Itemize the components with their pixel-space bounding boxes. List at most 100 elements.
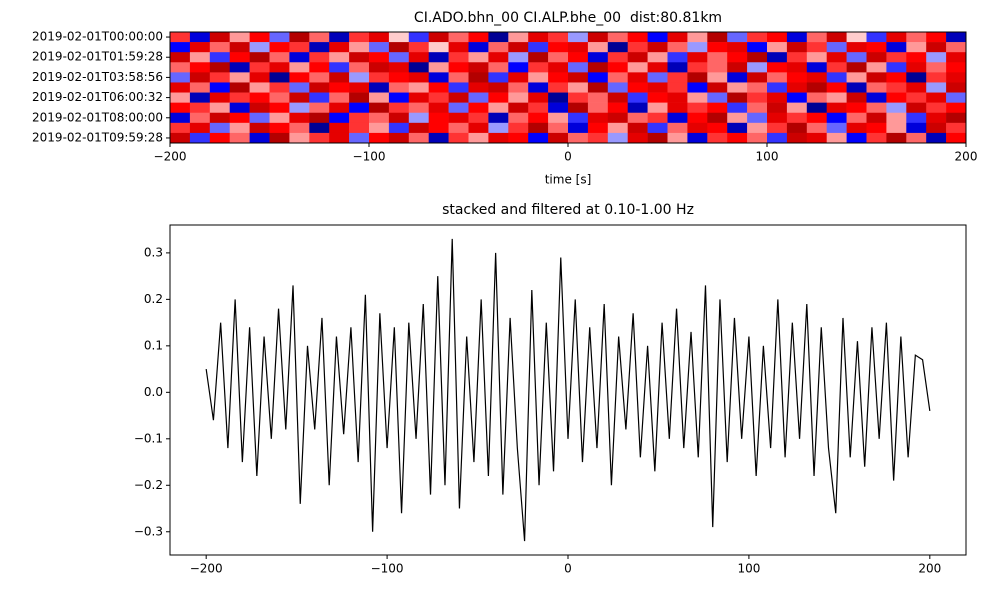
heatmap-cell	[926, 72, 947, 83]
heatmap-cell	[667, 122, 688, 134]
heatmap-cell	[568, 122, 589, 134]
y-tick-label: 2019-02-01T00:00:00	[32, 30, 163, 44]
heatmap-cell	[707, 62, 728, 73]
heatmap-cell	[587, 82, 609, 93]
heatmap-cell	[488, 112, 509, 124]
heatmap-cell	[767, 92, 788, 103]
heatmap-cell	[587, 102, 609, 114]
heatmap-cell	[886, 132, 907, 144]
heatmap-cell	[428, 62, 449, 73]
heatmap-cell	[667, 132, 688, 144]
heatmap-cell	[707, 82, 728, 93]
heatmap-cell	[786, 82, 808, 93]
heatmap-cell	[209, 72, 230, 83]
heatmap-cell	[786, 132, 808, 144]
heatmap-cell	[786, 62, 808, 73]
heatmap-cell	[647, 132, 668, 144]
heatmap-cell	[886, 112, 907, 124]
heatmap-cell	[767, 32, 788, 43]
heatmap-cell	[866, 72, 887, 83]
heatmap-cell	[747, 52, 768, 63]
heatmap-cell	[428, 82, 449, 93]
heatmap-cell	[189, 62, 211, 73]
x-tick-label: 100	[756, 150, 779, 164]
heatmap-cell	[269, 32, 290, 43]
heatmap-cell	[369, 32, 390, 43]
heatmap-cell	[388, 112, 410, 124]
heatmap-cell	[309, 92, 330, 103]
heatmap-cell	[269, 42, 290, 53]
heatmap-cell	[388, 132, 410, 144]
heatmap-cell	[170, 92, 191, 103]
heatmap-cell	[468, 122, 489, 134]
heatmap-cell	[906, 102, 927, 114]
heatmap-cell	[548, 82, 569, 93]
heatmap-cell	[309, 62, 330, 73]
heatmap-cell	[329, 92, 350, 103]
heatmap-cell	[667, 102, 688, 114]
heatmap-cell	[488, 102, 509, 114]
heatmap-cell	[627, 112, 648, 124]
heatmap-cell	[289, 42, 310, 53]
heatmap-cell	[826, 92, 847, 103]
heatmap-cell	[866, 62, 887, 73]
heatmap-cell	[866, 92, 887, 103]
heatmap-cell	[607, 32, 628, 43]
heatmap-cell	[866, 32, 887, 43]
heatmap-cell	[428, 132, 449, 144]
heatmap-cell	[488, 92, 509, 103]
heatmap-cell	[508, 112, 529, 124]
heatmap-cell	[508, 42, 529, 53]
heatmap-cell	[249, 122, 270, 134]
heatmap-cell	[906, 132, 927, 144]
heatmap-cell	[170, 32, 191, 43]
heatmap-cell	[687, 92, 708, 103]
heatmap-cell	[269, 112, 290, 124]
heatmap-cell	[667, 42, 688, 53]
heatmap-cell	[587, 62, 609, 73]
heatmap-cell	[846, 132, 867, 144]
y-tick-label: −0.2	[134, 478, 163, 492]
heatmap-cell	[249, 62, 270, 73]
heatmap-cell	[727, 62, 748, 73]
heatmap-cell	[369, 122, 390, 134]
heatmap-cell	[508, 72, 529, 83]
heatmap-cell	[349, 102, 370, 114]
heatmap-cell	[826, 132, 847, 144]
heatmap-cell	[627, 132, 648, 144]
top-x-label: time [s]	[545, 173, 592, 187]
heatmap-cell	[289, 122, 310, 134]
heatmap-cell	[667, 92, 688, 103]
heatmap-cell	[786, 42, 808, 53]
heatmap-cell	[408, 62, 429, 73]
heatmap-cell	[408, 132, 429, 144]
heatmap-cell	[189, 82, 211, 93]
heatmap-cell	[468, 82, 489, 93]
heatmap-cell	[687, 102, 708, 114]
x-tick-label: 0	[564, 150, 572, 164]
y-tick-label: 2019-02-01T06:00:32	[32, 90, 163, 104]
heatmap-cell	[388, 62, 410, 73]
heatmap-cell	[209, 102, 230, 114]
heatmap-cell	[786, 122, 808, 134]
heatmap-cell	[647, 32, 668, 43]
heatmap-cell	[627, 102, 648, 114]
heatmap-cell	[269, 72, 290, 83]
heatmap-cell	[289, 72, 310, 83]
heatmap-cell	[289, 132, 310, 144]
heatmap-cell	[826, 32, 847, 43]
heatmap-cell	[388, 82, 410, 93]
heatmap-cell	[667, 82, 688, 93]
heatmap-cell	[607, 112, 628, 124]
heatmap-cell	[249, 132, 270, 144]
x-tick-label: −200	[154, 150, 187, 164]
heatmap-cell	[906, 42, 927, 53]
heatmap-cell	[587, 112, 609, 124]
heatmap-cell	[189, 92, 211, 103]
heatmap-cell	[468, 132, 489, 144]
heatmap-cell	[428, 112, 449, 124]
heatmap-cell	[866, 42, 887, 53]
heatmap-cell	[468, 42, 489, 53]
heatmap-cell	[309, 82, 330, 93]
heatmap-cell	[349, 62, 370, 73]
